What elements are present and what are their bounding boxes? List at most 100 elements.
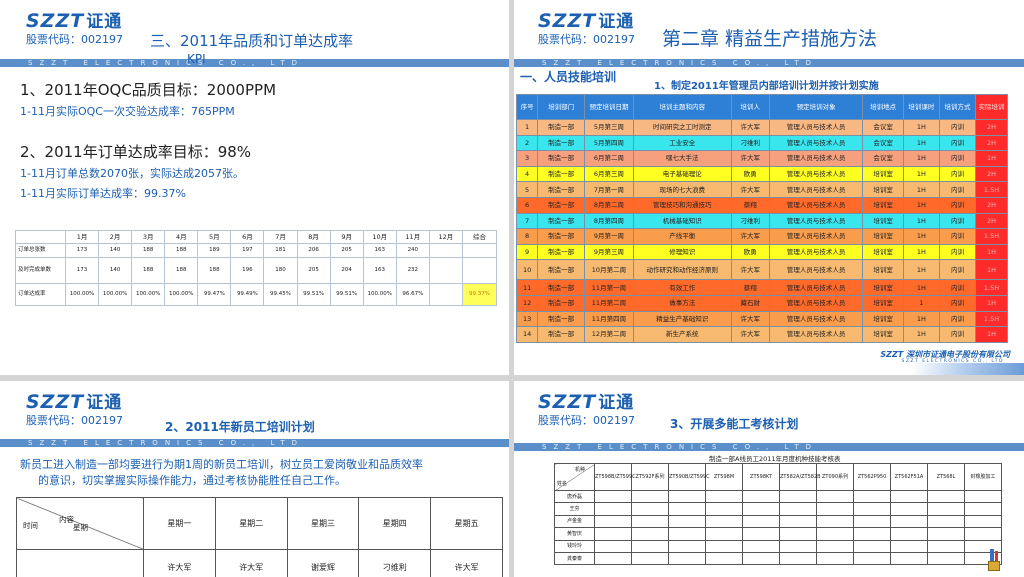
month-header: 12月 <box>428 230 464 244</box>
table-cell: 1H <box>975 243 1008 261</box>
table-cell <box>853 551 891 566</box>
table-cell <box>927 527 965 541</box>
model-header: ZT598B/ZT599C <box>594 463 636 491</box>
column-header: 培训主题和内容 <box>632 94 732 120</box>
table-cell: 许大军 <box>730 119 770 136</box>
table-cell: 管理人员与技术人员 <box>768 165 864 183</box>
table-cell: 1H <box>902 310 940 328</box>
table-cell: 内训 <box>938 294 977 312</box>
month-header <box>15 230 66 244</box>
training-plan-table: 序号 培训部门 预定培训日期 培训主题和内容 培训人 预定培训对象 培训地点 培训课时 培训方式… <box>515 94 1008 343</box>
table-cell: 制造一部 <box>537 259 585 281</box>
table-cell <box>631 527 669 541</box>
table-cell: 培训室 <box>862 243 904 261</box>
month-header: 10月 <box>362 230 397 244</box>
table-cell <box>927 502 965 516</box>
column-header: 培训方式 <box>938 94 977 120</box>
logo-text-cn: 证通 <box>598 12 635 32</box>
model-header: ZT590B/ZT599C <box>668 463 710 491</box>
stock-code: 股票代码：002197 <box>26 414 123 427</box>
table-cell: 232 <box>395 257 430 284</box>
table-cell: 14 <box>515 326 539 343</box>
table-cell: 99.51% <box>329 283 364 306</box>
table-cell: 管理人员与技术人员 <box>768 228 864 245</box>
table-cell: 11月第四周 <box>584 310 634 328</box>
table-cell: 内训 <box>938 181 977 198</box>
table-cell <box>964 514 1002 529</box>
table-cell: 制造一部 <box>537 326 585 343</box>
slide-new-employee-training: SZZT 证通 股票代码：002197 2、2011年新员工培训计划 SZZT E… <box>0 381 509 577</box>
table-cell <box>631 489 669 504</box>
stock-code: 股票代码：002197 <box>26 33 123 46</box>
table-cell: 蔡翔 <box>730 196 770 214</box>
logo-text: SZZT <box>26 10 85 32</box>
table-cell: 100.00% <box>98 283 133 306</box>
employee-name: 王芬 <box>554 502 595 516</box>
slide-multi-skill-assessment: SZZT 证通 股票代码：002197 3、开展多能工考核计划 SZZT ELEC… <box>514 381 1024 577</box>
table-cell: 产线平衡 <box>632 228 732 245</box>
month-header: 8月 <box>296 230 331 244</box>
table-cell <box>705 551 743 566</box>
table-cell: 培训室 <box>862 228 904 245</box>
company-logo: SZZT 证通 股票代码：002197 <box>538 11 635 47</box>
slide-title-kpi: KPI <box>187 52 206 66</box>
day-header: 星期五 <box>430 497 503 550</box>
table-cell: 会议室 <box>862 119 904 136</box>
table-cell <box>964 527 1002 541</box>
table-cell: 管理人员与技术人员 <box>768 150 864 167</box>
logo-text-cn: 证通 <box>86 393 123 413</box>
company-logo: SZZT 证通 股票代码：002197 <box>538 392 635 428</box>
table-cell: 1H <box>902 196 940 214</box>
table-cell: 制造一部 <box>537 134 585 152</box>
table-cell: 205 <box>296 257 331 284</box>
table-row: 9 制造一部 9月第三周 修理知识 欧勇 管理人员与技术人员 培训室 1H 内训 1H <box>515 243 1008 261</box>
brand-band: SZZT ELECTRONICS CO., LTD <box>0 439 509 447</box>
row-label: 订单达成率 <box>15 283 66 306</box>
table-cell <box>462 243 497 258</box>
logo-text: SZZT <box>26 391 85 413</box>
table-cell: 12月第二周 <box>584 326 634 343</box>
row-label: 及时完成单数 <box>15 257 66 284</box>
table-cell <box>742 551 780 566</box>
table-header-row: 机种 姓名 ZT598B/ZT599C ZT592F系列 ZT590B/ZT599C ZT… <box>554 463 1002 491</box>
table-cell: 5月第三周 <box>584 119 634 136</box>
table-cell: 204 <box>329 257 364 284</box>
table-cell <box>890 539 928 553</box>
new-employee-schedule-table: 时间 内容 星期 星期一 星期二 星期三 星期四 星期五 许大军 许大军 谢爱辉… <box>16 497 503 577</box>
order-total: 1-11月订单总数2070张，实际达成2057张。 <box>20 167 244 180</box>
table-cell: 13 <box>515 310 539 328</box>
table-cell: 1H <box>902 326 940 343</box>
table-cell: 1H <box>975 294 1008 312</box>
table-cell <box>816 551 854 566</box>
table-cell: 196 <box>230 257 265 284</box>
table-cell: 内训 <box>938 279 977 296</box>
table-cell: 培训室 <box>862 259 904 281</box>
slide-quality-kpi: SZZT 证通 股票代码：002197 三、2011年品质和订单达成率 SZZT … <box>0 0 509 375</box>
table-header-row: 1月 2月 3月 4月 5月 6月 7月 8月 9月 10月 11月 12月 综合 <box>15 230 497 244</box>
table-cell: 180 <box>263 257 298 284</box>
order-rate: 1-11月实际订单达成率：99.37% <box>20 187 186 200</box>
table-cell: 7 <box>515 212 539 230</box>
table-cell <box>890 514 928 529</box>
table-cell: 做事方法 <box>632 294 732 312</box>
oqc-heading: 1、2011年OQC品质目标：2000PPM <box>20 81 277 99</box>
table-cell: 99.45% <box>263 283 298 306</box>
table-cell: 工业安全 <box>632 134 732 152</box>
table-cell: 内训 <box>938 326 977 343</box>
table-cell <box>668 551 706 566</box>
table-cell <box>594 514 632 529</box>
table-cell <box>631 551 669 566</box>
month-header: 6月 <box>230 230 265 244</box>
table-cell: 管理人员与技术人员 <box>768 119 864 136</box>
table-cell <box>816 527 854 541</box>
table-cell: 9 <box>515 243 539 261</box>
footer-company-en: SZZT ELECTRONICS CO., LTD <box>901 359 1004 364</box>
table-row: 14 制造一部 12月第二周 新生产系统 许大军 管理人员与技术人员 培训室 1H 内训 1H <box>515 326 1008 343</box>
logo-text: SZZT <box>538 391 597 413</box>
table-cell <box>631 539 669 553</box>
table-row: 及时完成单数 173 140 188 188 188 196 180 205 204 163 232 <box>15 257 497 284</box>
table-cell <box>890 502 928 516</box>
table-row: 10 制造一部 10月第二周 动作研究和动作经济原则 许大军 管理人员与技术人员 培训室 1H… <box>515 259 1008 281</box>
month-header: 11月 <box>395 230 430 244</box>
table-cell: 1H <box>902 279 940 296</box>
